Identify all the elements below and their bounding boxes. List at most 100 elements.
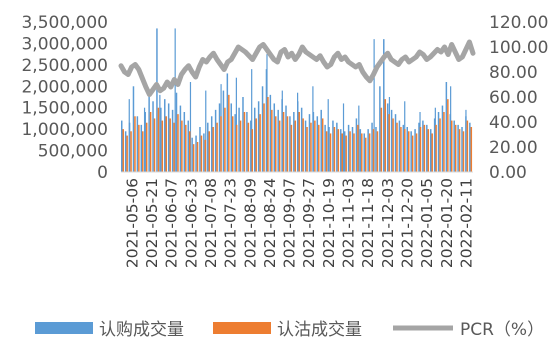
x-axis-tick-label: 2021-08-09: [241, 178, 259, 268]
put-volume-bar: [372, 129, 375, 172]
put-volume-bar: [278, 120, 281, 172]
right-axis-tick-label: 120.00: [489, 13, 548, 33]
call-volume-bar: [191, 137, 193, 172]
put-volume-bar: [388, 114, 390, 172]
call-volume-bar: [402, 124, 405, 172]
put-volume-bar: [349, 131, 351, 172]
call-volume-bar: [199, 127, 201, 172]
call-volume-bar: [132, 86, 135, 172]
call-volume-bar: [316, 116, 319, 172]
call-volume-bar: [257, 101, 260, 172]
call-volume-bar: [390, 109, 393, 172]
put-volume-bar: [427, 129, 430, 172]
legend-swatch-call: [35, 322, 93, 334]
call-volume-bar: [167, 103, 170, 172]
legend-label-call: 认购成交量: [99, 320, 184, 340]
call-volume-peak-bar: [128, 99, 130, 172]
right-axis-tick-label: 0.00: [489, 163, 527, 183]
call-volume-bar: [273, 103, 276, 172]
put-volume-bar: [149, 112, 152, 172]
legend: 认购成交量 认沽成交量 PCR（%）: [35, 320, 544, 340]
put-volume-bar: [173, 122, 175, 172]
put-volume-bar: [325, 131, 328, 172]
call-volume-bar: [383, 39, 385, 172]
put-volume-bar: [247, 122, 250, 172]
call-volume-bar: [328, 127, 330, 172]
call-volume-bar: [324, 124, 326, 172]
call-volume-bar: [242, 97, 244, 172]
call-volume-bar: [414, 129, 416, 172]
call-volume-bar: [175, 92, 178, 172]
put-volume-bar: [259, 114, 261, 172]
call-volume-bar: [379, 86, 381, 172]
call-volume-bar: [246, 112, 248, 172]
put-volume-bar: [243, 112, 246, 172]
put-volume-bar: [333, 127, 336, 172]
x-axis-tick-label: 2021-05-21: [143, 178, 161, 268]
call-volume-bar: [457, 124, 459, 172]
put-volume-bar: [451, 120, 453, 172]
put-volume-bar: [439, 118, 441, 172]
call-volume-bar: [234, 114, 236, 172]
put-volume-bar: [314, 120, 316, 172]
call-volume-bar: [195, 135, 197, 172]
call-volume-bar: [218, 103, 221, 172]
call-volume-bar: [426, 124, 428, 172]
put-volume-bar: [267, 97, 269, 172]
call-volume-bar: [347, 124, 350, 172]
put-volume-bar: [318, 124, 320, 172]
put-volume-bar: [396, 122, 398, 172]
call-volume-peak-bar: [297, 92, 299, 172]
call-volume-bar: [437, 112, 440, 172]
call-volume-bar: [230, 103, 232, 172]
call-volume-bar: [367, 129, 369, 172]
call-volume-bar: [394, 114, 397, 172]
put-volume-bar: [443, 112, 445, 172]
call-volume-bar: [418, 122, 420, 172]
right-axis-tick-label: 20.00: [489, 138, 538, 158]
put-volume-bar: [435, 124, 437, 172]
call-volume-bar: [386, 103, 389, 172]
put-volume-bar: [239, 120, 242, 172]
put-volume-bar: [361, 133, 363, 172]
put-volume-bar: [392, 118, 394, 172]
put-volume-bar: [458, 129, 461, 172]
call-volume-bar: [293, 112, 295, 172]
x-axis-tick-label: 2021-08-24: [261, 178, 279, 268]
put-volume-bar: [251, 129, 254, 172]
call-volume-bar: [136, 116, 139, 172]
put-volume-bar: [329, 133, 332, 172]
put-volume-bar: [294, 120, 297, 172]
put-volume-bar: [275, 116, 277, 172]
put-volume-bar: [185, 124, 187, 172]
x-axis-tick-label: 2022-02-11: [457, 178, 475, 268]
put-volume-bar: [263, 103, 265, 172]
put-volume-bar: [271, 109, 273, 172]
call-volume-peak-bar: [434, 107, 436, 172]
call-volume-peak-bar: [358, 105, 360, 172]
call-volume-bar: [422, 120, 424, 172]
call-volume-bar: [160, 107, 162, 172]
put-volume-bar: [228, 94, 230, 172]
pcr-line: [118, 39, 476, 97]
put-volume-bar: [145, 122, 148, 172]
x-axis-ticks: 2021-05-06 2021-05-21 2021-06-07 2021-06-23…: [123, 178, 475, 268]
call-volume-bar: [152, 101, 154, 172]
put-volume-bar: [200, 135, 203, 172]
call-volume-bar: [398, 120, 401, 172]
put-volume-bar: [345, 135, 347, 172]
call-volume-bar: [289, 116, 291, 172]
put-volume-bar: [380, 107, 383, 172]
put-volume-bar: [306, 127, 308, 172]
call-volume-bar: [343, 131, 346, 172]
put-volume-bar: [157, 107, 160, 172]
put-volume-bar: [298, 112, 300, 172]
call-volume-bar: [269, 94, 272, 172]
left-axis-ticks: 0500,0001,000,0001,500,0002,000,0002,500…: [21, 13, 108, 183]
put-volume-bar: [423, 124, 426, 172]
call-volume-peak-bar: [312, 86, 314, 172]
call-volume-peak-bar: [189, 82, 192, 172]
call-volume-peak-bar: [205, 90, 207, 172]
put-volume-bar: [232, 116, 234, 172]
